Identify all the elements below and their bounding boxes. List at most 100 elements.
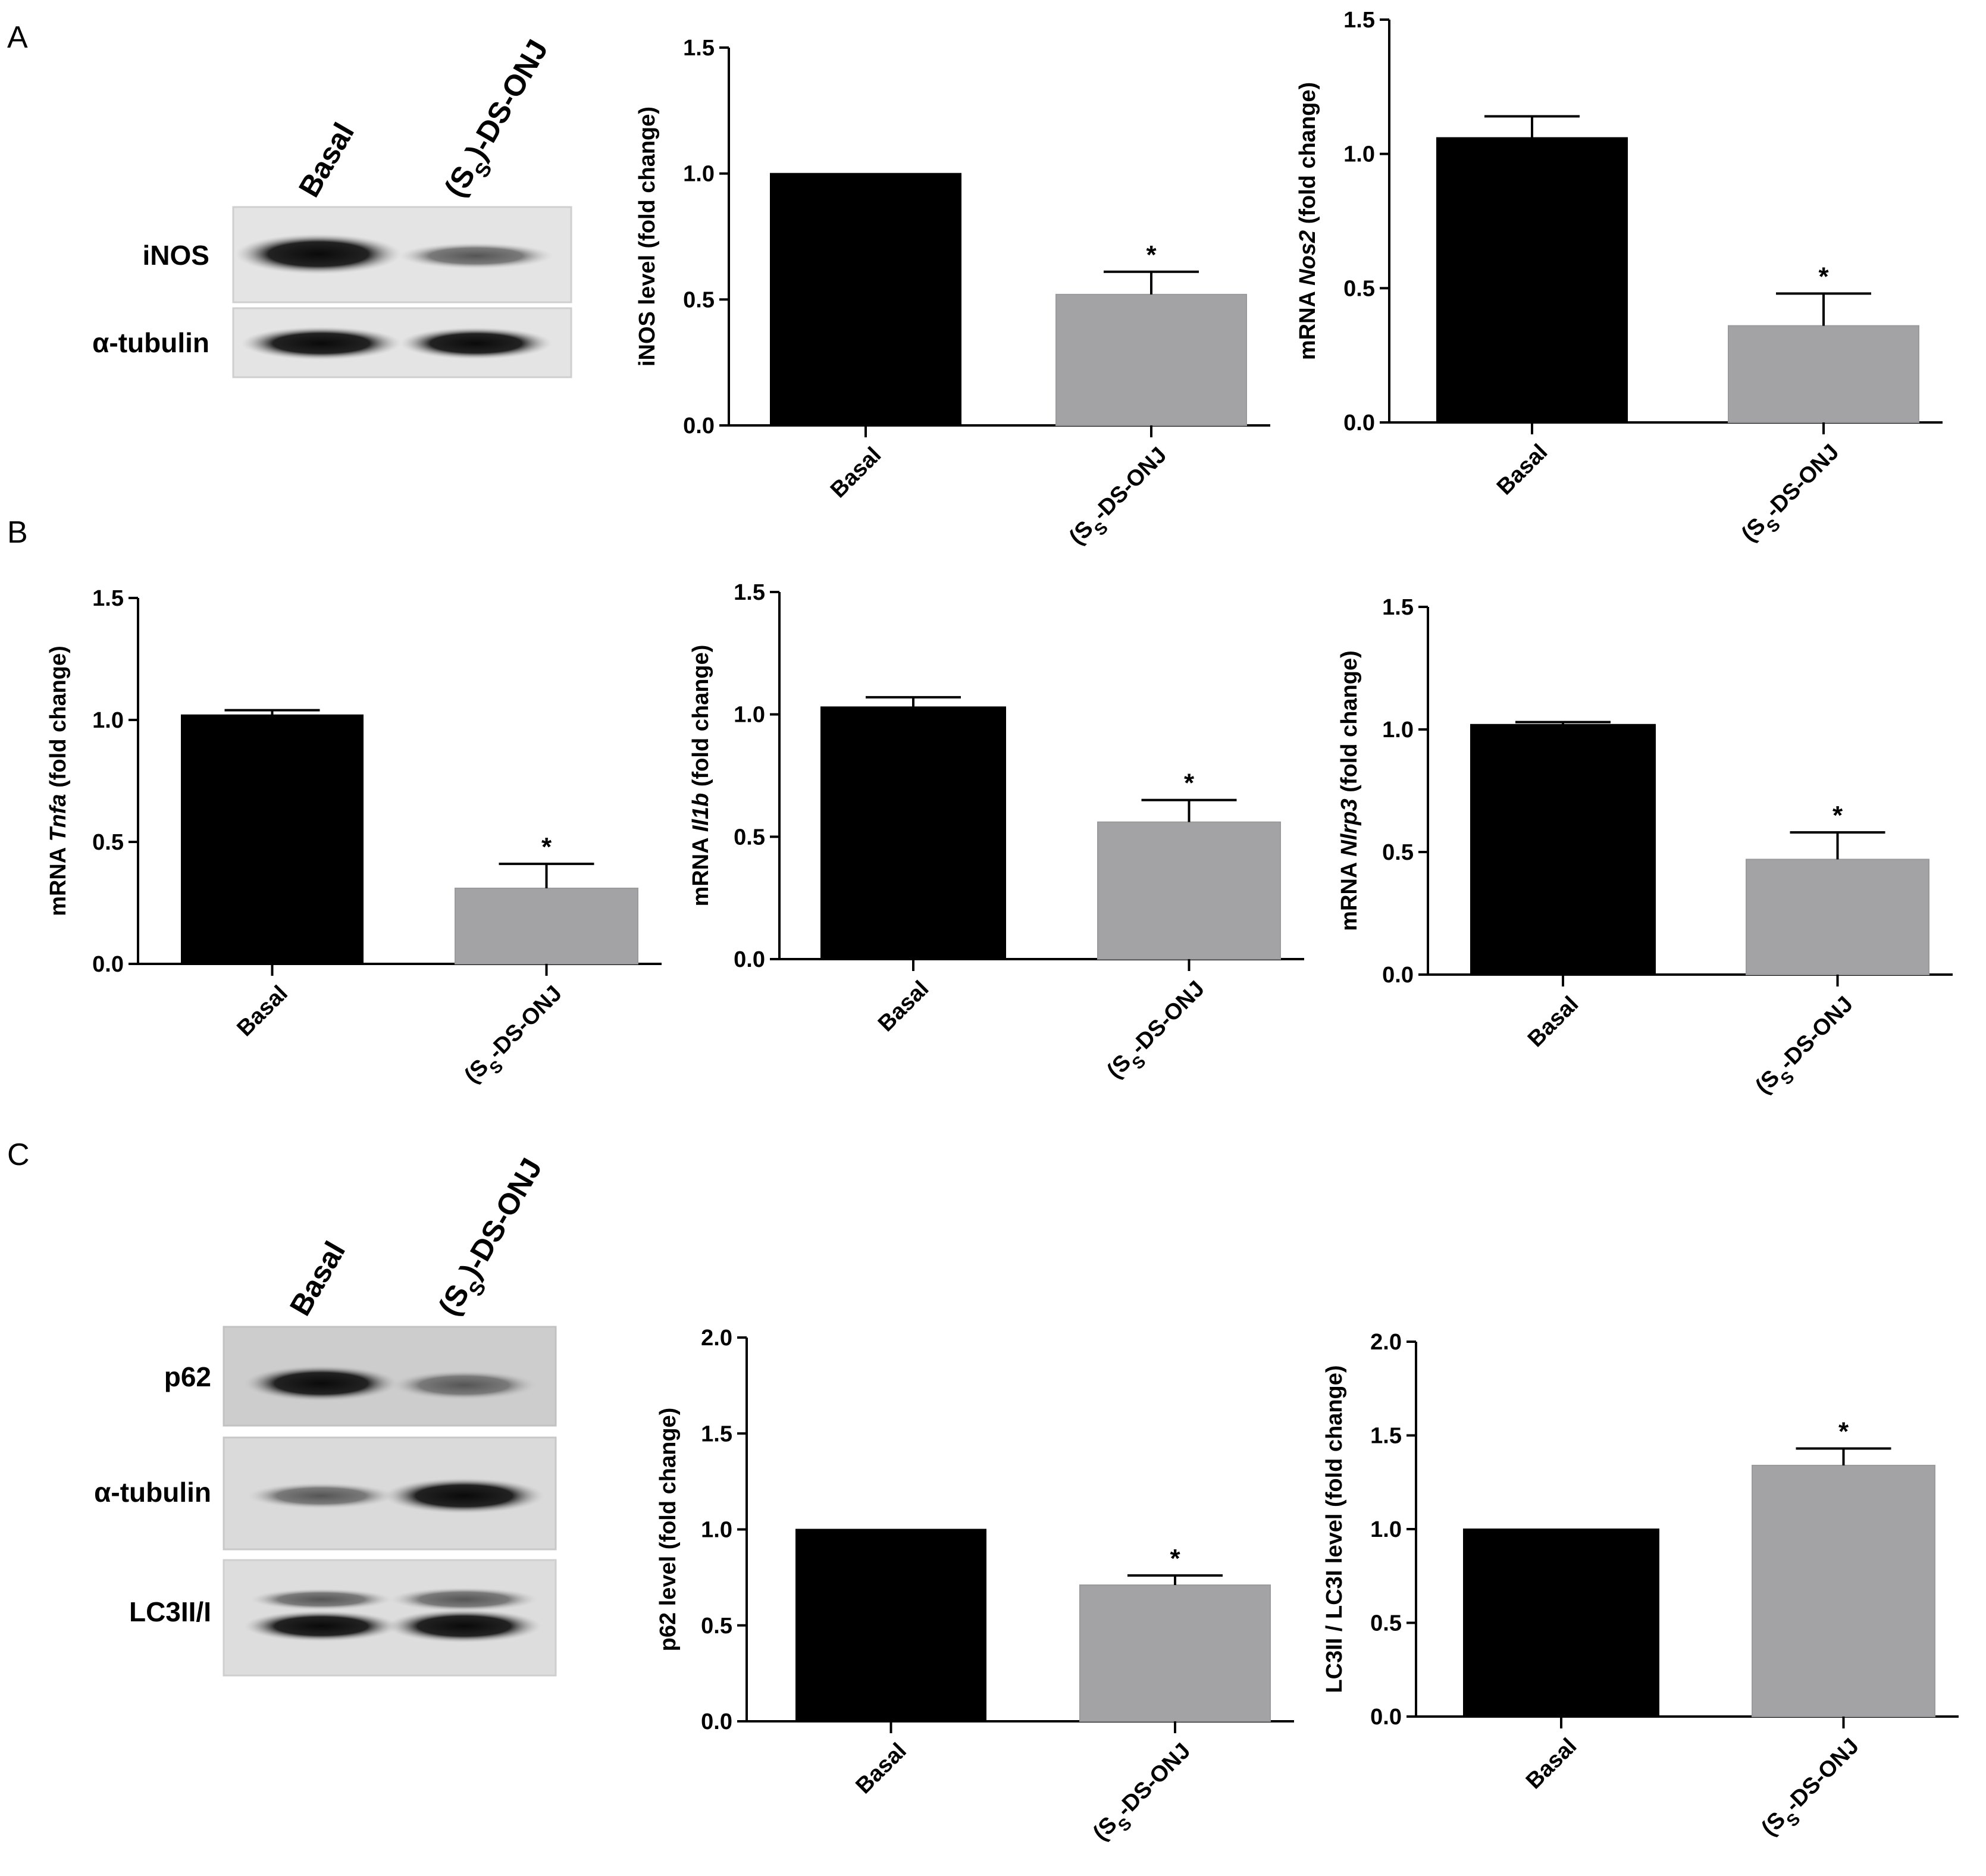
y-tick-label: 0.0	[734, 947, 765, 972]
blot-a-row-tubulin: α-tubulin	[92, 327, 209, 358]
bar-chart-nlrp3-mrna: 0.0 0.5 1.0 1.5 Basal * (SS-DS-ONJ mRNA Nlrp3 (…	[1337, 595, 1953, 1104]
bar	[1746, 859, 1929, 975]
y-tick-label: 1.0	[683, 162, 715, 187]
y-tick-label: 2.0	[701, 1326, 732, 1351]
x-tick-label: (SS-DS-ONJ	[1102, 976, 1215, 1089]
bar	[1055, 293, 1247, 426]
panel-label-a: A	[7, 20, 28, 55]
x-tick-label: (SS-DS-ONJ	[460, 981, 572, 1094]
y-axis-title: p62 level (fold change)	[656, 1408, 681, 1652]
western-blot-a: Basal (SS)-DS-ONJ iNOS α-tubulin	[92, 34, 572, 378]
x-tick-label: Basal	[1523, 992, 1583, 1052]
panel-label-c: C	[7, 1138, 30, 1172]
x-tick-label: (SS-DS-ONJ	[1064, 443, 1177, 555]
blot-c-band-lc3i-basal	[250, 1589, 393, 1610]
y-tick-label: 1.0	[1370, 1517, 1402, 1542]
y-tick-label: 0.5	[1343, 276, 1375, 301]
blot-c-band-lc3ii-treated	[387, 1609, 541, 1643]
y-tick-label: 0.0	[701, 1709, 732, 1734]
bar	[770, 173, 961, 426]
y-tick-label: 1.0	[734, 703, 765, 728]
bar-chart-tnfa-mrna: 0.0 0.5 1.0 1.5 Basal * (SS-DS-ONJ mRNA Tnfa (f…	[46, 586, 662, 1094]
blot-a-row-inos: iNOS	[143, 240, 209, 271]
panel-label-b: B	[7, 515, 28, 550]
y-tick-label: 1.0	[1382, 718, 1414, 743]
y-axis-title: iNOS level (fold change)	[635, 107, 660, 367]
y-axis-title: mRNA Tnfa (fold change)	[46, 646, 71, 916]
blot-c-band-lc3ii-basal	[244, 1611, 399, 1642]
y-tick-label: 0.0	[683, 414, 715, 439]
blot-c-row-p62: p62	[164, 1361, 211, 1392]
blot-c-lane-basal: Basal	[283, 1236, 352, 1321]
bar	[1097, 821, 1281, 960]
y-tick-label: 1.5	[683, 36, 715, 61]
x-tick-label: Basal	[826, 443, 886, 503]
blot-a-band-inos-treated	[399, 243, 553, 269]
y-tick-label: 0.0	[1343, 411, 1375, 436]
bar	[820, 706, 1006, 960]
blot-c-band-p62-basal	[244, 1365, 399, 1401]
bar	[1728, 325, 1919, 424]
bar	[1079, 1584, 1271, 1722]
bar	[1436, 137, 1628, 423]
x-tick-label: (SS-DS-ONJ	[1737, 440, 1849, 552]
y-tick-label: 0.0	[92, 952, 124, 977]
blot-c-row-tubulin: α-tubulin	[94, 1477, 211, 1508]
y-tick-label: 0.5	[701, 1614, 732, 1639]
significance-marker: *	[1170, 1544, 1180, 1573]
y-tick-label: 1.0	[92, 708, 124, 733]
x-tick-label: Basal	[232, 981, 292, 1041]
x-tick-label: (SS-DS-ONJ	[1751, 992, 1863, 1104]
y-tick-label: 1.0	[701, 1518, 732, 1543]
western-blot-c: Basal (SS)-DS-ONJ p62 α-tubulin LC3II/I	[94, 1152, 557, 1677]
bar-chart-p62-protein: 0.0 0.5 1.0 1.5 2.0 Basal * (SS-DS-ONJ p62 level…	[656, 1326, 1294, 1851]
y-tick-label: 1.5	[1382, 595, 1414, 620]
blot-c-band-lc3i-treated	[390, 1587, 538, 1611]
bar	[795, 1529, 986, 1722]
blot-a-band-tubulin-treated	[400, 327, 552, 359]
bar-chart-inos-protein: 0.0 0.5 1.0 1.5 Basal * (SS-DS-ONJ iNOS level (…	[635, 36, 1270, 555]
y-tick-label: 0.5	[1370, 1611, 1402, 1636]
y-tick-label: 1.5	[734, 580, 765, 605]
blot-a-band-inos-basal	[235, 234, 402, 274]
y-tick-label: 0.5	[92, 830, 124, 855]
blot-c-band-tubulin-basal	[247, 1483, 396, 1509]
y-axis-title: mRNA Nlrp3 (fold change)	[1337, 650, 1362, 931]
y-tick-label: 0.5	[1382, 840, 1414, 865]
bar-chart-il1b-mrna: 0.0 0.5 1.0 1.5 Basal * (SS-DS-ONJ mRNA Il1b (f…	[688, 580, 1304, 1089]
x-tick-label: Basal	[1492, 440, 1552, 500]
y-tick-label: 1.5	[92, 586, 124, 611]
significance-marker: *	[541, 832, 552, 862]
significance-marker: *	[1818, 262, 1829, 291]
blot-c-lane-treated: (SS)-DS-ONJ	[432, 1152, 557, 1326]
y-tick-label: 0.5	[734, 825, 765, 850]
bar	[181, 714, 364, 965]
x-tick-label: Basal	[851, 1739, 911, 1799]
y-tick-label: 0.0	[1370, 1705, 1402, 1730]
y-tick-label: 2.0	[1370, 1330, 1402, 1355]
y-axis-title: LC3II / LC3I level (fold change)	[1322, 1365, 1347, 1693]
y-tick-label: 0.5	[683, 287, 715, 312]
bar	[1470, 724, 1656, 975]
significance-marker: *	[1146, 240, 1157, 270]
x-tick-label: (SS-DS-ONJ	[1757, 1734, 1869, 1846]
x-tick-label: (SS-DS-ONJ	[1088, 1739, 1201, 1851]
y-tick-label: 0.0	[1382, 963, 1414, 988]
y-tick-label: 1.5	[701, 1421, 732, 1446]
y-axis-title: mRNA Il1b (fold change)	[688, 645, 713, 907]
bar	[1463, 1529, 1659, 1717]
blot-a-band-tubulin-basal	[241, 327, 402, 360]
y-tick-label: 1.5	[1370, 1424, 1402, 1449]
bar	[455, 887, 638, 965]
bar-chart-lc3-ratio: 0.0 0.5 1.0 1.5 2.0 Basal * (SS-DS-ONJ LC3II / L…	[1322, 1330, 1959, 1846]
bar-chart-nos2-mrna: 0.0 0.5 1.0 1.5 Basal * (SS-DS-ONJ mRNA Nos2 (f…	[1295, 8, 1943, 552]
x-tick-label: Basal	[873, 976, 934, 1036]
blot-a-lane-treated: (SS)-DS-ONJ	[438, 34, 563, 207]
significance-marker: *	[1838, 1417, 1849, 1446]
y-axis-title: mRNA Nos2 (fold change)	[1295, 82, 1320, 360]
blot-c-row-lc3: LC3II/I	[129, 1596, 211, 1627]
blot-a-lane-basal: Basal	[292, 117, 361, 203]
significance-marker: *	[1184, 769, 1195, 798]
y-tick-label: 1.0	[1343, 142, 1375, 167]
